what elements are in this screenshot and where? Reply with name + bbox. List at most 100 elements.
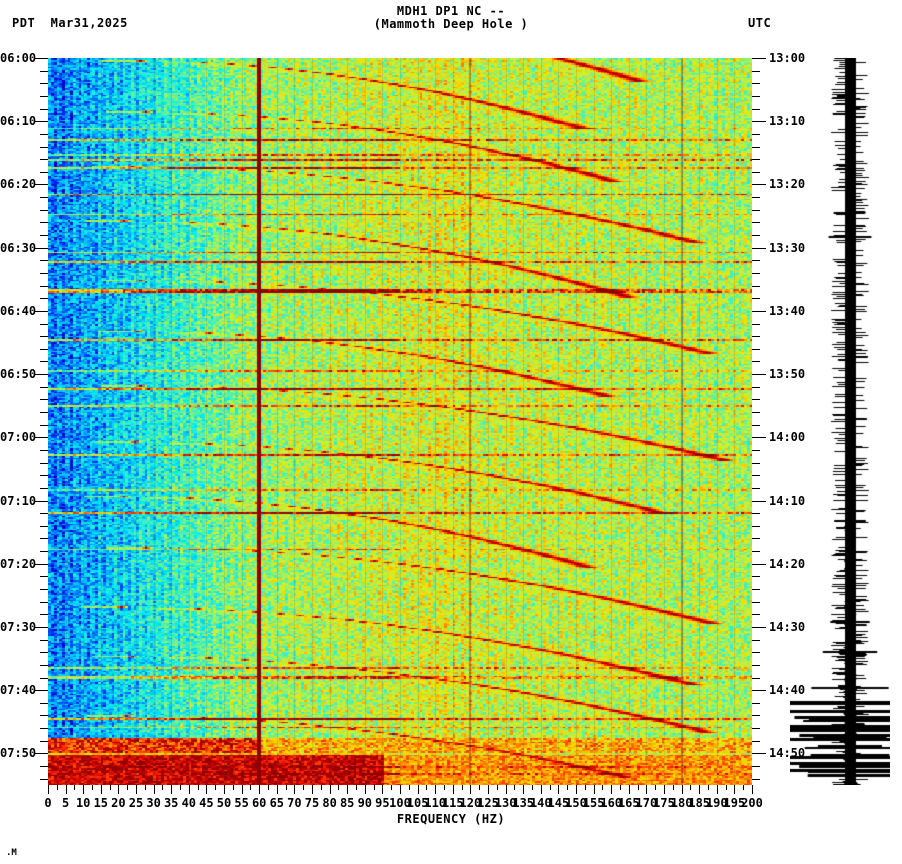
time-minor-tick bbox=[752, 147, 760, 148]
time-minor-tick bbox=[752, 526, 760, 527]
time-tick-label-pdt: 06:10 bbox=[0, 114, 37, 129]
frequency-minor-tick bbox=[638, 785, 639, 790]
frequency-tick-label: 0 bbox=[44, 796, 52, 810]
header-right-timezone: UTC bbox=[748, 16, 772, 30]
frequency-minor-tick bbox=[708, 785, 709, 790]
time-minor-tick bbox=[40, 488, 48, 489]
time-minor-tick bbox=[752, 437, 766, 438]
frequency-minor-tick bbox=[259, 785, 260, 794]
frequency-tick-label: 70 bbox=[287, 796, 302, 810]
time-minor-tick bbox=[752, 652, 760, 653]
frequency-minor-tick bbox=[286, 785, 287, 790]
frequency-tick-label: 160 bbox=[600, 796, 623, 810]
frequency-minor-tick bbox=[453, 785, 454, 794]
frequency-minor-tick bbox=[506, 785, 507, 794]
time-minor-tick bbox=[40, 728, 48, 729]
frequency-minor-tick bbox=[180, 785, 181, 790]
frequency-tick-label: 25 bbox=[128, 796, 144, 810]
time-minor-tick bbox=[40, 197, 48, 198]
time-minor-tick bbox=[34, 311, 48, 312]
frequency-tick-label: 85 bbox=[339, 796, 355, 810]
frequency-tick-label: 180 bbox=[670, 796, 693, 810]
time-minor-tick bbox=[752, 690, 766, 691]
time-minor-tick bbox=[40, 96, 48, 97]
frequency-minor-tick bbox=[664, 785, 665, 794]
frequency-minor-tick bbox=[136, 785, 137, 794]
time-minor-tick bbox=[752, 614, 760, 615]
time-minor-tick bbox=[752, 412, 760, 413]
time-minor-tick bbox=[40, 286, 48, 287]
frequency-minor-tick bbox=[224, 785, 225, 794]
frequency-minor-tick bbox=[110, 785, 111, 790]
frequency-minor-tick bbox=[558, 785, 559, 794]
frequency-tick-label: 55 bbox=[234, 796, 249, 810]
frequency-tick-label: 15 bbox=[93, 796, 109, 810]
time-minor-tick bbox=[752, 475, 760, 476]
time-minor-tick bbox=[752, 463, 760, 464]
frequency-tick-label: 120 bbox=[459, 796, 482, 810]
time-minor-tick bbox=[40, 210, 48, 211]
time-minor-tick bbox=[34, 121, 48, 122]
frequency-minor-tick bbox=[514, 785, 515, 790]
frequency-tick-label: 45 bbox=[199, 796, 214, 810]
time-minor-tick bbox=[752, 766, 760, 767]
time-minor-tick bbox=[40, 576, 48, 577]
time-minor-tick bbox=[40, 147, 48, 148]
time-minor-tick bbox=[40, 71, 48, 72]
frequency-tick-label: 135 bbox=[512, 796, 535, 810]
frequency-tick-label: 145 bbox=[547, 796, 570, 810]
frequency-minor-tick bbox=[550, 785, 551, 790]
frequency-tick-label: 190 bbox=[705, 796, 728, 810]
time-minor-tick bbox=[40, 134, 48, 135]
frequency-minor-tick bbox=[101, 785, 102, 794]
time-minor-tick bbox=[752, 273, 760, 274]
frequency-minor-tick bbox=[743, 785, 744, 790]
time-axis-pdt: 06:00 06:10 06:20 06:30 06:40 06:50 07:00 07:10… bbox=[0, 0, 48, 864]
frequency-minor-tick bbox=[682, 785, 683, 794]
frequency-tick-label: 95 bbox=[375, 796, 390, 810]
time-minor-tick bbox=[40, 602, 48, 603]
time-minor-tick bbox=[40, 463, 48, 464]
frequency-minor-tick bbox=[488, 785, 489, 794]
time-minor-tick bbox=[40, 665, 48, 666]
time-minor-tick bbox=[40, 159, 48, 160]
frequency-minor-tick bbox=[242, 785, 243, 794]
time-minor-tick bbox=[40, 779, 48, 780]
time-minor-tick bbox=[40, 172, 48, 173]
time-tick-label-pdt: 07:40 bbox=[0, 683, 37, 698]
time-minor-tick bbox=[752, 753, 766, 754]
time-minor-tick bbox=[752, 298, 760, 299]
time-minor-tick bbox=[40, 260, 48, 261]
frequency-minor-tick bbox=[629, 785, 630, 794]
time-minor-tick bbox=[40, 715, 48, 716]
frequency-minor-tick bbox=[620, 785, 621, 790]
time-minor-tick bbox=[40, 222, 48, 223]
frequency-tick-label: 5 bbox=[61, 796, 70, 810]
frequency-minor-tick bbox=[162, 785, 163, 790]
time-minor-tick bbox=[752, 184, 766, 185]
time-minor-tick bbox=[752, 197, 760, 198]
frequency-minor-tick bbox=[400, 785, 401, 794]
frequency-minor-tick bbox=[673, 785, 674, 790]
frequency-tick-label: 75 bbox=[304, 796, 320, 810]
frequency-minor-tick bbox=[57, 785, 58, 790]
header-left-timezone-date: PDT Mar31,2025 bbox=[12, 16, 128, 30]
time-minor-tick bbox=[34, 564, 48, 565]
time-minor-tick bbox=[752, 324, 760, 325]
time-minor-tick bbox=[752, 640, 760, 641]
time-minor-tick bbox=[40, 273, 48, 274]
frequency-minor-tick bbox=[576, 785, 577, 794]
time-minor-tick bbox=[752, 501, 766, 502]
time-minor-tick bbox=[752, 513, 760, 514]
time-minor-tick bbox=[34, 501, 48, 502]
time-minor-tick bbox=[752, 260, 760, 261]
time-minor-tick bbox=[752, 159, 760, 160]
frequency-minor-tick bbox=[92, 785, 93, 790]
time-minor-tick bbox=[752, 109, 760, 110]
frequency-minor-tick bbox=[391, 785, 392, 790]
time-minor-tick bbox=[752, 210, 760, 211]
time-minor-tick bbox=[40, 387, 48, 388]
frequency-minor-tick bbox=[594, 785, 595, 794]
frequency-minor-tick bbox=[154, 785, 155, 794]
time-minor-tick bbox=[34, 437, 48, 438]
